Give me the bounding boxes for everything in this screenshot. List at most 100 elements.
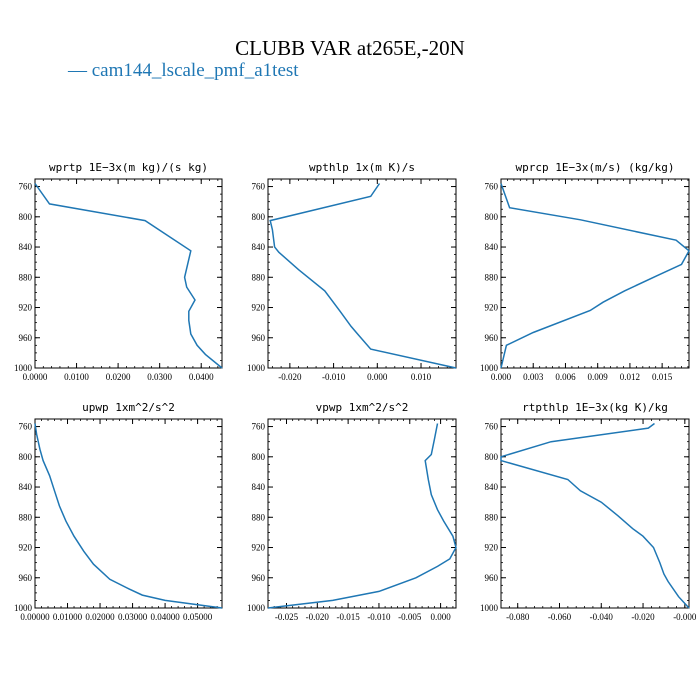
series-line (34, 423, 223, 609)
x-tick-label: -0.080 (506, 612, 530, 622)
x-tick-label: -0.020 (306, 612, 330, 622)
chart-panel-3: wprcp 1E−3x(m/s) (kg/kg) 0.000 0.003 0.006 0… (480, 161, 690, 382)
y-tick-label: 760 (252, 422, 266, 432)
x-tick-label: -0.005 (398, 612, 422, 622)
y-tick-label: 920 (485, 303, 499, 313)
y-tick-label: 960 (19, 573, 33, 583)
x-tick-label: 0.05000 (183, 612, 213, 622)
y-tick-label: 800 (485, 212, 499, 222)
y-tick-label: 1000 (480, 363, 499, 373)
chart-panel-6: rtpthlp 1E−3x(kg K)/kg -0.080 -0.060 -0.040… (480, 401, 697, 622)
x-tick-label: -0.015 (337, 612, 361, 622)
y-tick-label: 920 (252, 303, 266, 313)
y-tick-label: 760 (485, 182, 499, 192)
y-tick-label: 880 (485, 512, 499, 522)
y-tick-label: 880 (19, 272, 33, 282)
x-tick-label: 0.01000 (53, 612, 83, 622)
chart-panel-1: wprtp 1E−3x(m kg)/(s kg) 0.0000 0.0100 0.02… (14, 161, 223, 382)
x-tick-label: 0.010 (411, 372, 432, 382)
y-tick-label: 920 (19, 543, 33, 553)
y-tick-label: 840 (485, 242, 499, 252)
plot-frame (34, 418, 223, 609)
y-tick-label: 760 (252, 182, 266, 192)
series-line (500, 183, 690, 369)
y-tick-label: 880 (252, 512, 266, 522)
x-tick-label: 0.0400 (189, 372, 214, 382)
y-tick-label: 800 (19, 452, 33, 462)
x-tick-label: 0.003 (523, 372, 544, 382)
series-line (267, 423, 457, 609)
y-tick-label: 880 (19, 512, 33, 522)
figure-title: CLUBB VAR at265E,-20N (235, 36, 465, 60)
x-tick-label: -0.000 (673, 612, 697, 622)
y-tick-label: 920 (252, 543, 266, 553)
panel-title: upwp 1xm^2/s^2 (82, 401, 175, 414)
x-tick-label: 0.009 (588, 372, 609, 382)
y-tick-label: 960 (485, 573, 499, 583)
x-tick-label: 0.0000 (23, 372, 48, 382)
chart-panel-4: upwp 1xm^2/s^2 0.00000 0.01000 0.02000 0.030… (14, 401, 223, 622)
plot-frame (500, 178, 690, 369)
y-tick-label: 1000 (247, 363, 266, 373)
panel-title: wprtp 1E−3x(m kg)/(s kg) (49, 161, 208, 174)
y-tick-label: 880 (485, 272, 499, 282)
x-tick-label: 0.02000 (85, 612, 115, 622)
x-tick-label: -0.025 (275, 612, 299, 622)
legend: — cam144_lscale_pmf_a1test (68, 60, 299, 82)
y-tick-label: 920 (19, 303, 33, 313)
series-line (34, 183, 223, 369)
y-tick-label: 1000 (14, 603, 33, 613)
y-tick-label: 1000 (480, 603, 499, 613)
x-tick-label: 0.000 (367, 372, 388, 382)
y-tick-label: 960 (252, 333, 266, 343)
x-tick-label: 0.03000 (118, 612, 148, 622)
y-tick-label: 800 (252, 212, 266, 222)
plot-frame (34, 178, 223, 369)
x-tick-label: 0.006 (555, 372, 576, 382)
y-tick-label: 840 (19, 482, 33, 492)
x-tick-label: -0.020 (278, 372, 302, 382)
y-tick-label: 760 (19, 182, 33, 192)
x-tick-label: -0.040 (590, 612, 614, 622)
y-tick-label: 840 (252, 242, 266, 252)
series-line (500, 422, 690, 609)
x-tick-label: 0.015 (652, 372, 673, 382)
panel-title: vpwp 1xm^2/s^2 (316, 401, 409, 414)
y-tick-label: 960 (252, 573, 266, 583)
x-tick-label: 0.0300 (147, 372, 172, 382)
x-tick-label: -0.060 (548, 612, 572, 622)
x-tick-label: 0.04000 (150, 612, 180, 622)
panel-title: wprcp 1E−3x(m/s) (kg/kg) (516, 161, 675, 174)
y-tick-label: 1000 (247, 603, 266, 613)
x-tick-label: -0.010 (322, 372, 346, 382)
y-tick-label: 800 (485, 452, 499, 462)
y-tick-label: 760 (19, 422, 33, 432)
legend-label: cam144_lscale_pmf_a1test (91, 60, 299, 81)
y-tick-label: 960 (19, 333, 33, 343)
y-tick-label: 840 (252, 482, 266, 492)
x-tick-label: -0.020 (631, 612, 655, 622)
plot-frame (267, 418, 457, 609)
panel-title: wpthlp 1x(m K)/s (309, 161, 415, 174)
x-tick-label: 0.012 (620, 372, 640, 382)
x-tick-label: 0.00000 (20, 612, 50, 622)
chart-panel-5: vpwp 1xm^2/s^2 -0.025 -0.020 -0.015 -0.010 -0… (247, 401, 457, 622)
y-tick-label: 880 (252, 272, 266, 282)
chart-panel-2: wpthlp 1x(m K)/s -0.020 -0.010 0.000 0.010 76… (247, 161, 457, 382)
x-tick-label: 0.000 (491, 372, 512, 382)
y-tick-label: 800 (252, 452, 266, 462)
x-tick-label: 0.000 (430, 612, 451, 622)
y-tick-label: 760 (485, 422, 499, 432)
y-tick-label: 840 (485, 482, 499, 492)
x-tick-label: 0.0100 (64, 372, 89, 382)
x-tick-label: -0.010 (367, 612, 391, 622)
plot-frame (500, 418, 690, 609)
panel-title: rtpthlp 1E−3x(kg K)/kg (522, 401, 668, 414)
legend-line-icon: — (68, 60, 87, 81)
y-tick-label: 1000 (14, 363, 33, 373)
y-tick-label: 920 (485, 543, 499, 553)
y-tick-label: 800 (19, 212, 33, 222)
y-tick-label: 840 (19, 242, 33, 252)
x-tick-label: 0.0200 (106, 372, 131, 382)
